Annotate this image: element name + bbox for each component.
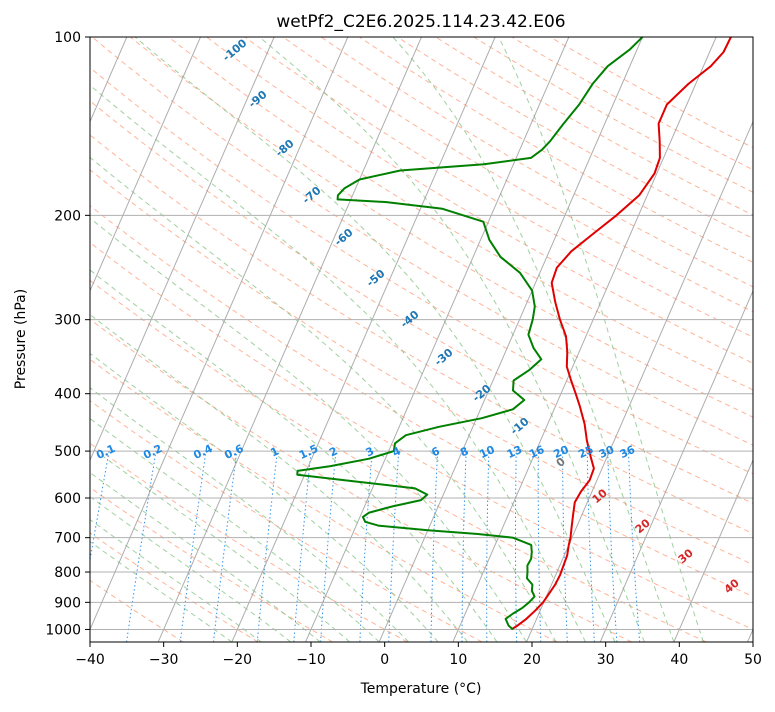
y-axis-label: Pressure (hPa)	[13, 289, 29, 389]
y-tick-label: 500	[54, 444, 81, 460]
y-tick-label: 400	[54, 387, 81, 403]
y-tick-label: 600	[54, 491, 81, 507]
x-tick-label: 30	[597, 652, 615, 668]
x-axis-label: Temperature (°C)	[360, 681, 482, 697]
x-tick-label: 20	[523, 652, 541, 668]
x-tick-label: −20	[223, 652, 253, 668]
y-tick-label: 300	[54, 313, 81, 329]
x-tick-label: −30	[149, 652, 179, 668]
x-tick-label: 0	[380, 652, 389, 668]
x-tick-label: 10	[449, 652, 467, 668]
x-tick-label: 50	[744, 652, 762, 668]
chart-title: wetPf2_C2E6.2025.114.23.42.E06	[276, 12, 565, 32]
x-tick-label: −10	[296, 652, 326, 668]
x-tick-label: 40	[670, 652, 688, 668]
y-tick-label: 100	[54, 30, 81, 46]
y-tick-label: 900	[54, 595, 81, 611]
y-tick-label: 200	[54, 208, 81, 224]
x-tick-label: −40	[75, 652, 105, 668]
y-tick-label: 1000	[45, 622, 81, 638]
y-tick-label: 700	[54, 531, 81, 547]
y-tick-label: 800	[54, 565, 81, 581]
